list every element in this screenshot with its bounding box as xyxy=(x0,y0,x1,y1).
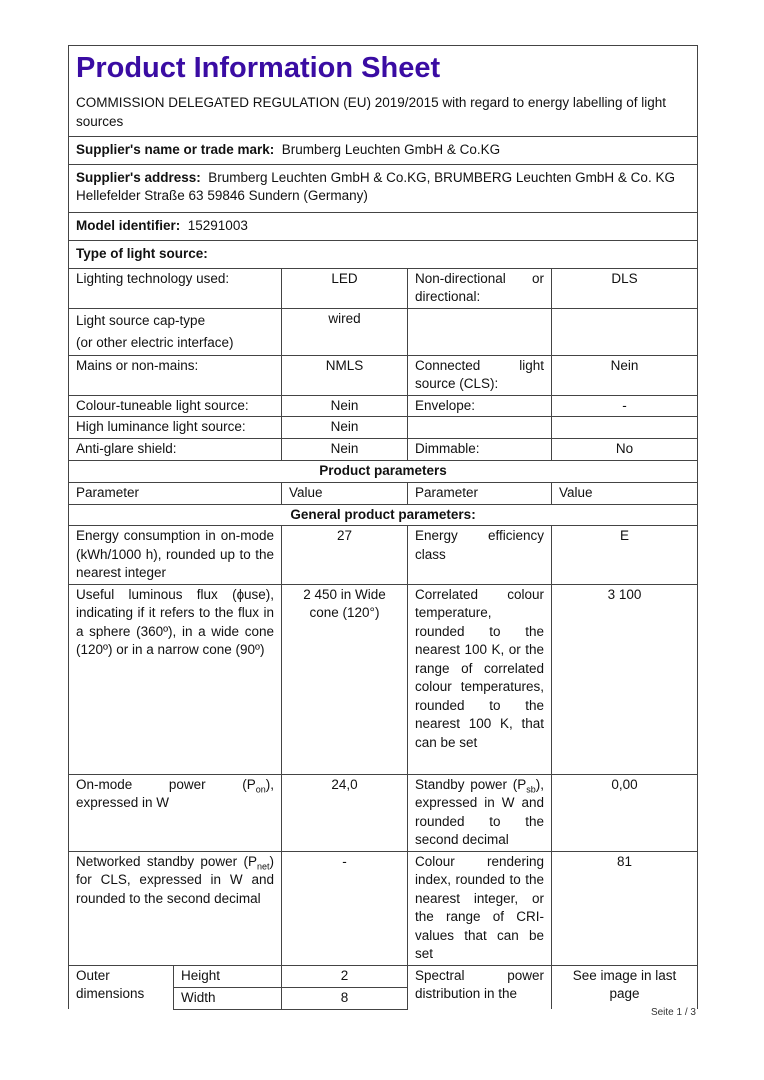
table-row: On-mode power (Pon), expressed in W 24,0 S… xyxy=(68,773,699,852)
width-value: 8 xyxy=(281,986,408,1010)
row-label: Networked standby power (Pnet) for CLS, … xyxy=(68,850,282,966)
row-value xyxy=(550,416,699,439)
supplier-name-value: Brumberg Leuchten GmbH & Co.KG xyxy=(281,142,501,157)
general-parameters-heading: General product parameters: xyxy=(67,503,699,526)
table-row: Networked standby power (Pnet) for CLS, … xyxy=(68,850,699,966)
dimensions-label: Outer dimensions xyxy=(68,964,174,1009)
row-value: DLS xyxy=(550,267,699,309)
height-value: 2 xyxy=(281,964,408,988)
row-value: - xyxy=(550,394,699,417)
row-value: Nein xyxy=(281,416,408,439)
row-label: High luminance light source: xyxy=(68,416,282,439)
row-label: Standby power (Psb), expressed in W and … xyxy=(407,773,552,852)
row-label xyxy=(407,416,552,439)
table-row: Width 8 xyxy=(69,986,698,1010)
row-value xyxy=(550,307,699,356)
table-row: High luminance light source: Nein xyxy=(68,416,699,439)
row-value: NMLS xyxy=(281,354,408,396)
row-value: Nein xyxy=(281,438,408,461)
row-value: 24,0 xyxy=(281,773,408,852)
column-header: Value xyxy=(281,481,408,505)
row-label: Energy efficiency class xyxy=(407,525,552,585)
table-row: Colour-tuneable light source: Nein Envelop… xyxy=(68,394,699,417)
header-row: Parameter Value Parameter Value xyxy=(68,481,699,505)
row-label: Mains or non-mains: xyxy=(68,354,282,396)
table-row: Outer dimensions Height 2 Spectral power di… xyxy=(68,964,699,1009)
column-header: Parameter xyxy=(407,481,552,505)
row-value: E xyxy=(550,525,699,585)
row-value: No xyxy=(550,438,699,461)
row-label: Connected light source (CLS): xyxy=(407,354,552,396)
row-value: LED xyxy=(281,267,408,309)
info-table: Product Information Sheet COMMISSION DEL… xyxy=(67,45,699,1010)
row-label: Light source cap-type (or other electric… xyxy=(68,307,282,356)
row-label: Anti-glare shield: xyxy=(68,438,282,461)
table-row: Lighting technology used: LED Non-directio… xyxy=(68,267,699,309)
page-footer: Seite 1 / 3 xyxy=(650,1007,696,1018)
row-value: 0,00 xyxy=(550,773,699,852)
row-label: On-mode power (Pon), expressed in W xyxy=(68,773,282,852)
table-row: Useful luminous flux (ɸuse), indicating … xyxy=(68,583,699,775)
table-row: Light source cap-type (or other electric… xyxy=(68,307,699,356)
row-label: Envelope: xyxy=(407,394,552,417)
column-header: Value xyxy=(550,481,699,505)
table-row: Anti-glare shield: Nein Dimmable: No xyxy=(68,438,699,461)
page-number: 1 / 3 xyxy=(676,1007,696,1018)
regulation-text: COMMISSION DELEGATED REGULATION (EU) 201… xyxy=(76,95,666,129)
product-parameters-heading: Product parameters xyxy=(67,460,699,483)
row-value: 3 100 xyxy=(550,583,699,775)
row-value: 81 xyxy=(550,850,699,966)
page-title: Product Information Sheet xyxy=(76,52,441,84)
model-value: 15291003 xyxy=(187,217,248,233)
row-label xyxy=(407,307,552,356)
row-value: Nein xyxy=(281,394,408,417)
row-value: wired xyxy=(281,307,408,356)
supplier-address-value: Brumberg Leuchten GmbH & Co.KG, BRUMBERG… xyxy=(76,169,675,204)
column-header: Parameter xyxy=(68,481,282,505)
row-label: Lighting technology used: xyxy=(68,267,282,309)
model-label: Model identifier: xyxy=(76,217,181,233)
supplier-name-label: Supplier's name or trade mark: xyxy=(76,142,275,157)
info-sheet: Product Information Sheet COMMISSION DEL… xyxy=(67,45,699,1010)
width-label: Width xyxy=(173,986,282,1010)
row-value: 27 xyxy=(281,525,408,585)
row-label: Dimmable: xyxy=(407,438,552,461)
row-value: Nein xyxy=(550,354,699,396)
row-label: Non-directional or directional: xyxy=(407,267,552,309)
table-row: Energy consumption in on-mode (kWh/1000 … xyxy=(68,525,699,585)
row-label: Spectral power distribution in the xyxy=(407,964,552,1009)
row-label: Colour rendering index, rounded to the n… xyxy=(407,850,552,966)
type-heading: Type of light source: xyxy=(67,239,699,269)
row-value: 2 450 in Wide cone (120°) xyxy=(281,583,408,775)
row-label: Energy consumption in on-mode (kWh/1000 … xyxy=(68,525,282,585)
row-label: Useful luminous flux (ɸuse), indicating … xyxy=(68,583,282,775)
row-value: - xyxy=(281,850,408,966)
row-label: Colour-tuneable light source: xyxy=(68,394,282,417)
height-label: Height xyxy=(173,964,282,988)
row-value: See image in last page xyxy=(550,964,699,1009)
table-row: Mains or non-mains: NMLS Connected light s… xyxy=(68,354,699,396)
row-label: Correlated colour temperature, rounded t… xyxy=(407,583,552,775)
supplier-address-label: Supplier's address: xyxy=(76,169,201,185)
